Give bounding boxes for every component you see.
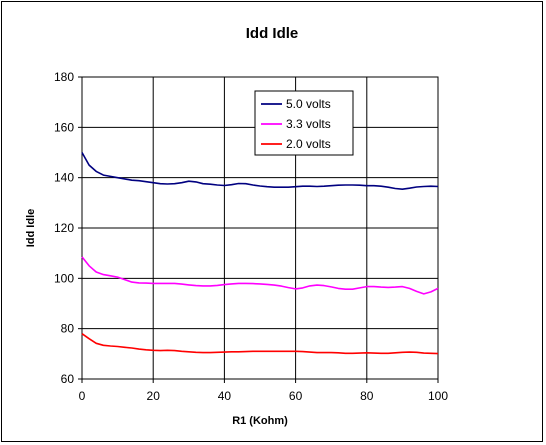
y-axis-label: Idd Idle — [25, 209, 37, 248]
y-tick-label: 120 — [54, 221, 74, 235]
y-tick-label: 140 — [54, 171, 74, 185]
legend-label-5-0-volts: 5.0 volts — [286, 97, 331, 111]
legend-label-2-0-volts: 2.0 volts — [286, 137, 331, 151]
x-axis-label: R1 (Kohm) — [232, 415, 288, 427]
series-lines — [81, 152, 439, 355]
series-line-5-0-volts — [81, 152, 439, 190]
x-tick-label: 0 — [79, 389, 86, 403]
x-tick-label: 20 — [147, 389, 161, 403]
x-tick-label: 100 — [428, 389, 448, 403]
legend-label-3-3-volts: 3.3 volts — [286, 117, 331, 131]
y-tick-label: 60 — [61, 372, 75, 386]
x-axis-ticks: 0 20 40 60 80 100 — [79, 379, 448, 403]
y-tick-label: 180 — [54, 70, 74, 84]
series-line-3-3-volts — [81, 256, 439, 295]
y-tick-label: 100 — [54, 271, 74, 285]
y-tick-label: 160 — [54, 120, 74, 134]
legend: 5.0 volts 3.3 volts 2.0 volts — [254, 90, 354, 156]
x-tick-label: 40 — [218, 389, 232, 403]
x-tick-label: 80 — [360, 389, 374, 403]
y-tick-label: 80 — [61, 322, 75, 336]
chart-title: Idd Idle — [246, 25, 299, 42]
series-line-2-0-volts — [81, 333, 439, 355]
y-axis-ticks: 60 80 100 120 140 160 180 — [54, 70, 82, 386]
x-tick-label: 60 — [289, 389, 303, 403]
